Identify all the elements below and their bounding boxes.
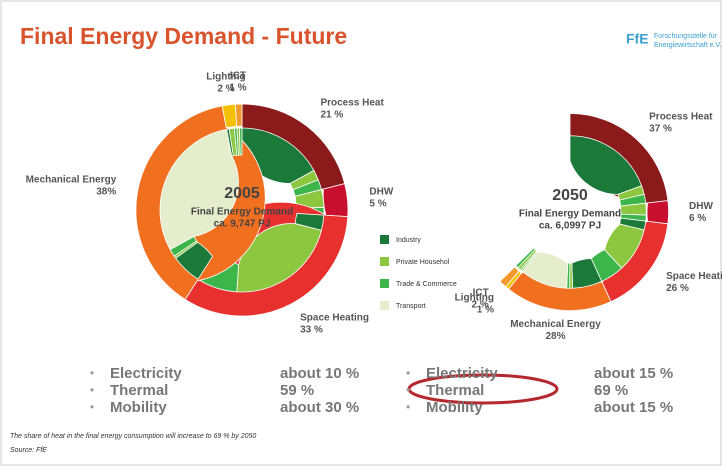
legend-label: Industry <box>396 237 421 244</box>
segment-value: 2 % <box>472 300 489 311</box>
bullet-label: Mobility <box>110 399 167 416</box>
segment-value: 21 % <box>320 110 343 121</box>
bullet-value: about 10 % <box>280 365 359 382</box>
center-subtitle: Final Energy Demand <box>519 209 621 220</box>
segment-value: 38% <box>96 187 116 198</box>
legend-label: Private Househol <box>396 259 450 266</box>
logo-text: Energiewirtschaft e.V. <box>654 42 721 49</box>
center-year: 2050 <box>552 187 588 204</box>
center-total: ca. 6,0997 PJ <box>539 221 601 232</box>
segment-value: 1 % <box>229 83 246 94</box>
highlight-ellipse <box>407 373 559 405</box>
segment-label: Space Heating <box>300 313 369 324</box>
bullet-dot: • <box>90 400 94 414</box>
segment-label: Space Heating <box>666 271 722 282</box>
segment-value: 6 % <box>689 213 706 224</box>
bullet-label: Thermal <box>110 382 168 399</box>
bullet-dot: • <box>406 366 410 380</box>
logo-mark: FfE <box>626 31 649 47</box>
slide-title: Final Energy Demand - Future <box>20 23 347 49</box>
legend-swatch <box>380 301 389 310</box>
bullet-value: about 15 % <box>594 399 673 416</box>
segment-label: Lighting <box>206 72 245 83</box>
segment-value: 33 % <box>300 325 323 336</box>
bullet-label: Thermal <box>426 382 484 399</box>
segment-label: Mechanical Energy <box>26 175 117 186</box>
outer-segment <box>234 103 243 127</box>
segment-label: DHW <box>369 187 393 198</box>
segment-value: 26 % <box>666 283 689 294</box>
bullet-dot: • <box>406 400 410 414</box>
center-subtitle: Final Energy Demand <box>191 207 293 218</box>
segment-label: Process Heat <box>320 98 384 109</box>
footnote: The share of heat in the final energy co… <box>10 433 256 440</box>
segment-value: 37 % <box>649 124 672 135</box>
bullet-label: Electricity <box>110 365 182 382</box>
segment-value: 28% <box>546 331 566 342</box>
segment-label: ICT <box>473 288 489 299</box>
outer-segment <box>322 183 349 218</box>
segment-label: Lighting <box>455 292 494 303</box>
logo-text: Forschungsstelle für <box>654 33 718 40</box>
legend-label: Trade & Commerce <box>396 281 457 288</box>
segment-value: 5 % <box>369 199 386 210</box>
legend-label: Transport <box>396 303 426 310</box>
bullet-value: about 30 % <box>280 399 359 416</box>
bullet-value: 59 % <box>280 382 314 399</box>
segment-label: Process Heat <box>649 112 713 123</box>
bullet-dot: • <box>406 383 410 397</box>
legend-swatch <box>380 257 389 266</box>
segment-label: DHW <box>689 201 713 212</box>
bullet-dot: • <box>90 366 94 380</box>
segment-value: 2 % <box>217 84 234 95</box>
bullet-dot: • <box>90 383 94 397</box>
inner-segment <box>239 127 243 156</box>
bullet-label: Mobility <box>426 399 483 416</box>
center-total: ca. 9,747 PJ <box>214 219 271 230</box>
segment-label: ICT <box>230 71 246 82</box>
source: Source: FfE <box>10 447 47 454</box>
inner-segment <box>515 247 536 269</box>
segment-label: Mechanical Energy <box>510 319 601 330</box>
segment-value: 1 % <box>477 304 494 315</box>
bullet-value: about 15 % <box>594 365 673 382</box>
legend-swatch <box>380 279 389 288</box>
outer-segment <box>646 200 669 225</box>
legend-swatch <box>380 235 389 244</box>
bullet-label: Electricity <box>426 365 498 382</box>
center-year: 2005 <box>224 185 260 202</box>
bullet-value: 69 % <box>594 382 628 399</box>
outer-segment <box>499 266 520 288</box>
